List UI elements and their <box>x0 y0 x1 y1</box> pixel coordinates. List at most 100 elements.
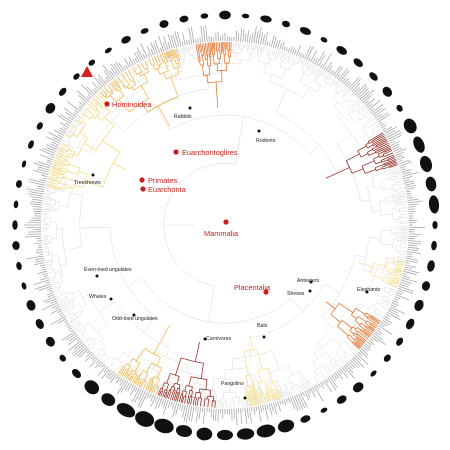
tree-branch <box>162 60 165 64</box>
tree-branch <box>395 275 401 278</box>
tree-branch <box>354 117 360 122</box>
tree-branch <box>274 56 278 59</box>
tip-bar <box>45 281 51 284</box>
tree-branch <box>203 43 207 60</box>
tree-branch <box>42 241 50 243</box>
group-node-even-toed-ungulates: Even-toed ungulates <box>84 267 132 278</box>
animal-silhouette-icon <box>427 260 435 272</box>
tree-branch <box>47 267 53 270</box>
tree-branch <box>391 184 394 191</box>
tree-branch <box>96 109 101 113</box>
tip-bar <box>137 390 146 408</box>
tree-branch <box>360 329 371 337</box>
tree-branch <box>65 186 74 190</box>
tree-branch <box>372 135 385 143</box>
tree-branch <box>188 396 191 405</box>
tip-bar <box>59 122 69 129</box>
tip-bar <box>310 387 316 398</box>
tree-branch <box>350 346 357 353</box>
tree-branch <box>167 51 170 58</box>
tree-branch <box>256 388 261 391</box>
tree-branch <box>369 141 373 144</box>
tree-branch <box>391 277 400 281</box>
tip-bar <box>97 77 105 87</box>
tree-branch <box>365 142 370 145</box>
group-label: Carnivores <box>206 336 231 342</box>
tip-bar <box>246 30 250 43</box>
tree-branch <box>384 160 397 166</box>
tree-branch <box>271 388 274 393</box>
animal-silhouette-icon <box>13 200 19 209</box>
tree-branch <box>235 58 250 61</box>
tip-bar <box>386 312 401 321</box>
tree-branch <box>243 351 249 376</box>
tree-branch <box>364 124 368 129</box>
tree-branch <box>177 369 200 376</box>
tree-branch <box>354 320 361 325</box>
tip-bar <box>385 130 396 136</box>
tip-bar <box>294 49 297 55</box>
tree-branch <box>70 192 83 196</box>
tree-branch <box>389 289 396 292</box>
tip-bar <box>132 59 136 65</box>
tree-branch <box>289 392 292 396</box>
tree-branch <box>269 383 272 389</box>
tip-bar <box>87 94 93 99</box>
tip-bar <box>182 33 186 46</box>
tree-branch <box>390 275 401 280</box>
tree-branch <box>323 80 332 87</box>
tree-branch <box>376 302 381 305</box>
tip-bar <box>363 100 369 105</box>
tree-branch <box>154 371 159 380</box>
tree-branch <box>43 204 50 206</box>
tree-branch <box>383 299 385 301</box>
tree-branch <box>114 78 120 87</box>
tree-branch <box>282 51 285 57</box>
tree-branch <box>397 260 405 263</box>
tip-bar <box>31 201 43 204</box>
tree-branch <box>163 61 168 64</box>
tree-branch <box>263 46 265 51</box>
tip-bar <box>92 89 97 94</box>
tree-branch <box>77 146 90 154</box>
tree-branch <box>371 140 374 143</box>
tree-branch <box>390 169 400 174</box>
tree-branch <box>59 299 70 305</box>
tree-branch <box>346 153 360 162</box>
tree-branch <box>381 280 389 284</box>
tree-branch <box>107 84 113 91</box>
tree-branch <box>335 353 341 359</box>
tip-bar <box>58 129 66 134</box>
tip-bar <box>105 76 111 82</box>
tip-bar <box>376 329 383 334</box>
tip-bar <box>314 385 324 402</box>
tree-branch <box>382 161 397 168</box>
tree-branch <box>277 55 279 58</box>
tree-branch <box>46 263 51 266</box>
tree-branch <box>380 214 393 216</box>
tip-bar <box>48 289 54 293</box>
tip-bar <box>317 383 322 388</box>
tree-branch <box>357 316 367 323</box>
tip-bar <box>383 317 393 324</box>
key-node-label: Placentalia <box>234 283 271 292</box>
tip-bar <box>345 80 350 87</box>
tree-branch <box>178 388 181 393</box>
tip-bar <box>360 89 375 102</box>
tree-branch <box>123 371 128 378</box>
tree-branch <box>149 366 159 372</box>
tree-branch <box>62 155 66 158</box>
tip-bar <box>356 86 368 97</box>
animal-silhouette-icon <box>277 419 295 433</box>
tip-bar <box>195 407 199 423</box>
tree-branch <box>97 323 109 333</box>
tree-branch <box>71 299 74 302</box>
tip-bar <box>400 168 407 171</box>
tree-branch <box>249 43 251 50</box>
tip-bar <box>251 32 254 43</box>
tip-bar <box>389 306 406 315</box>
tree-branch <box>384 153 387 155</box>
tree-branch <box>342 87 347 92</box>
group-node-dot <box>132 313 136 317</box>
tree-branch <box>277 390 281 400</box>
